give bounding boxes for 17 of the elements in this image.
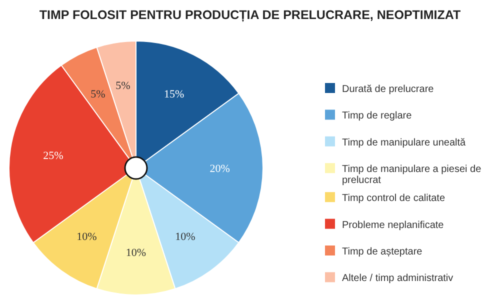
legend-label: Timp de manipulare a piesei de prelucrat xyxy=(342,164,482,186)
data-label: 5% xyxy=(116,80,130,92)
data-label: 10% xyxy=(126,246,146,259)
legend-label: Timp de manipulare unealtă xyxy=(342,137,466,148)
chart-title: TIMP FOLOSIT PENTRU PRODUCȚIA DE PRELUCRARE, NEOPTIMIZAT xyxy=(39,8,462,22)
legend-label: Timp de reglare xyxy=(342,110,412,122)
legend-label: Altele / timp administrativ xyxy=(342,273,454,284)
data-label: 20% xyxy=(210,163,230,175)
legend-label: Timp de așteptare xyxy=(342,246,423,258)
legend-label: Probleme neplanificate xyxy=(342,220,444,231)
data-label: 5% xyxy=(90,88,106,100)
data-label: 10% xyxy=(175,230,196,243)
data-label: 10% xyxy=(76,230,97,243)
legend-label: Timp control de calitate xyxy=(342,193,446,204)
data-label: 15% xyxy=(164,88,184,100)
data-label: 25% xyxy=(43,150,64,162)
legend-label: Durată de prelucrare xyxy=(342,84,434,95)
